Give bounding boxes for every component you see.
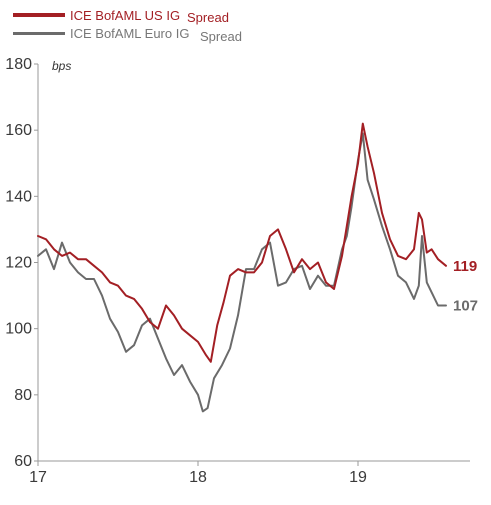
series-layer [37, 122, 447, 413]
legend-suffix-us: Spread [187, 10, 229, 25]
y-tick-label: 180 [5, 56, 32, 73]
y-axis-unit-label: bps [52, 59, 71, 73]
y-tick-label: 100 [5, 321, 32, 338]
series-line-euro [37, 132, 447, 413]
end-labels: 107 119 [453, 258, 478, 315]
legend-label-us: ICE BofAML US IG [70, 8, 180, 23]
legend-item-us: ICE BofAML US IG Spread [13, 8, 229, 25]
legend-swatch-us [13, 13, 65, 17]
legend-label-euro: ICE BofAML Euro IG [70, 26, 189, 41]
end-label-euro: 107 [453, 298, 478, 315]
y-tick-label: 80 [14, 387, 32, 404]
y-axis: 60 80 100 120 140 160 180 [5, 56, 39, 470]
legend-suffix-euro: Spread [200, 29, 242, 44]
y-tick-label: 140 [5, 188, 32, 205]
y-tick-label: 60 [14, 453, 32, 470]
legend: ICE BofAML US IG Spread ICE BofAML Euro … [13, 8, 242, 44]
y-tick-label: 160 [5, 122, 32, 139]
x-tick-label: 19 [349, 469, 367, 486]
end-label-us: 119 [453, 258, 477, 275]
y-tick-label: 120 [5, 255, 32, 272]
legend-item-euro: ICE BofAML Euro IG Spread [13, 26, 242, 44]
series-line-us [37, 122, 447, 363]
x-axis: 17 18 19 [29, 460, 470, 486]
legend-swatch-euro [13, 32, 65, 35]
x-tick-label: 17 [29, 469, 47, 486]
x-tick-label: 18 [189, 469, 207, 486]
